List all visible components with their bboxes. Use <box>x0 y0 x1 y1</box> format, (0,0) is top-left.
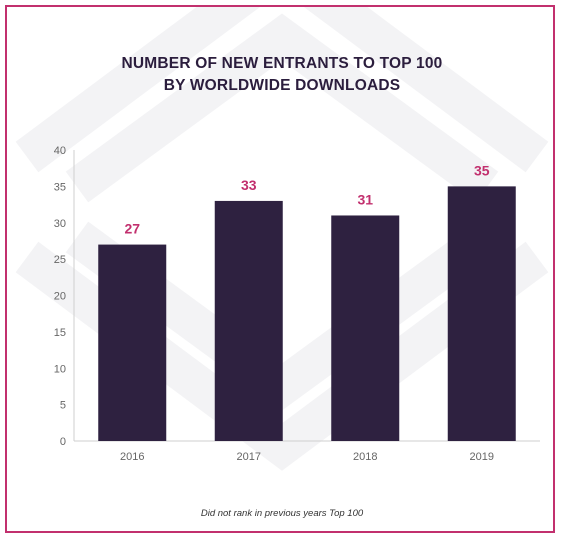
chart-title: NUMBER OF NEW ENTRANTS TO TOP 100 BY WOR… <box>7 53 553 97</box>
chart-footnote: Did not rank in previous years Top 100 <box>200 508 364 519</box>
y-tick-label-15: 15 <box>54 327 66 339</box>
watermark-chevron-0 <box>15 7 549 173</box>
chart-frame: NUMBER OF NEW ENTRANTS TO TOP 100 BY WOR… <box>5 5 555 533</box>
x-tick-label-2017: 2017 <box>237 451 261 463</box>
x-tick-label-2019: 2019 <box>470 451 494 463</box>
y-tick-label-20: 20 <box>54 291 66 303</box>
chart-title-line-2: BY WORLDWIDE DOWNLOADS <box>163 77 401 94</box>
chart-title-line-1: NUMBER OF NEW ENTRANTS TO TOP 100 <box>121 55 443 72</box>
y-tick-label-0: 0 <box>60 436 66 448</box>
x-tick-label-2018: 2018 <box>353 451 377 463</box>
x-tick-label-2016: 2016 <box>120 451 144 463</box>
bar-2017 <box>214 200 283 441</box>
y-tick-label-25: 25 <box>54 254 66 266</box>
y-tick-label-35: 35 <box>54 181 66 193</box>
bar-2016 <box>98 244 167 441</box>
y-tick-label-10: 10 <box>54 363 66 375</box>
y-tick-label-30: 30 <box>54 218 66 230</box>
y-tick-label-40: 40 <box>54 145 66 157</box>
bar-2018 <box>331 215 400 441</box>
y-tick-label-5: 5 <box>60 400 66 412</box>
data-label-2017: 33 <box>241 177 257 193</box>
bar-2019 <box>447 186 516 441</box>
bar-chart: 0 5 10 15 20 25 30 35 40 27 2016 33 2017 31 2018 35 2019 <box>54 145 540 463</box>
data-label-2016: 27 <box>124 221 140 237</box>
watermark-chevron-2 <box>65 13 499 203</box>
data-label-2018: 31 <box>357 191 373 207</box>
data-label-2019: 35 <box>474 162 490 178</box>
